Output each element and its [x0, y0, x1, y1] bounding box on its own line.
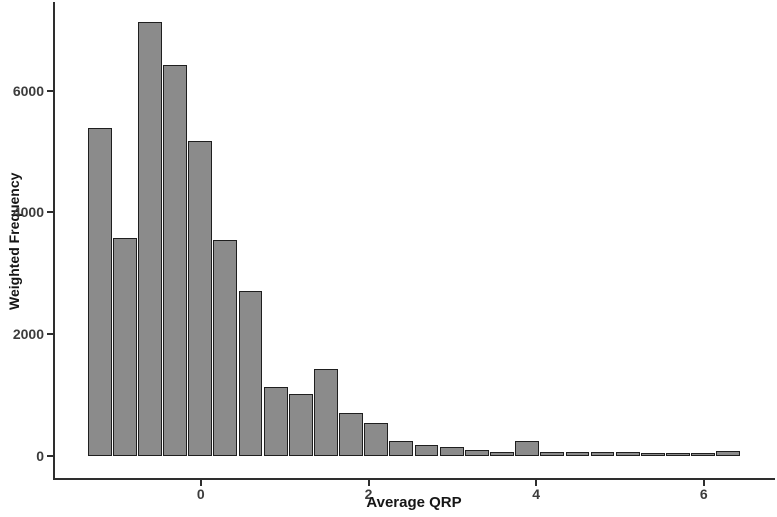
histogram-bar [213, 240, 238, 456]
y-tick [47, 211, 53, 214]
histogram-bar [565, 452, 590, 456]
plot-panel [53, 2, 775, 480]
y-tick-label: 0 [36, 447, 44, 464]
histogram-bar [464, 450, 489, 456]
x-axis-title: Average QRP [366, 494, 462, 511]
histogram-bar [112, 237, 137, 456]
histogram-bar [615, 452, 640, 456]
histogram-bar [716, 451, 741, 456]
histogram-bar [138, 22, 162, 456]
histogram-bar [439, 447, 464, 456]
histogram-bar [163, 64, 187, 456]
x-tick [535, 480, 538, 486]
histogram-bar [640, 452, 665, 456]
x-tick [199, 480, 202, 486]
histogram-bar [414, 444, 439, 456]
y-tick-label: 4000 [12, 204, 44, 221]
histogram-bar [87, 128, 112, 456]
histogram-bar [339, 413, 363, 456]
y-tick [47, 454, 53, 457]
histogram-bar [188, 140, 213, 456]
histogram-bar [590, 452, 615, 456]
histogram-bar [691, 452, 716, 456]
histogram-bar [490, 451, 514, 456]
y-axis-title: Weighted Frequency [6, 172, 22, 310]
y-tick [47, 89, 53, 92]
histogram-bar [515, 441, 540, 456]
histogram-bar [263, 387, 288, 456]
histogram-bar [389, 440, 414, 456]
y-tick [47, 332, 53, 335]
histogram-bar [238, 290, 263, 456]
histogram-bar [288, 394, 313, 456]
histogram-bar [314, 369, 338, 456]
x-tick-label: 4 [532, 486, 540, 502]
x-tick [367, 480, 370, 486]
y-tick-label: 2000 [12, 325, 44, 342]
x-tick-label: 6 [699, 486, 708, 502]
x-tick-label: 0 [196, 486, 205, 502]
histogram-bar [666, 452, 690, 456]
histogram-bar [364, 422, 389, 456]
y-tick-label: 6000 [12, 82, 44, 99]
x-tick-label: 2 [364, 486, 373, 502]
x-tick [702, 480, 705, 486]
histogram-bar [540, 452, 565, 456]
